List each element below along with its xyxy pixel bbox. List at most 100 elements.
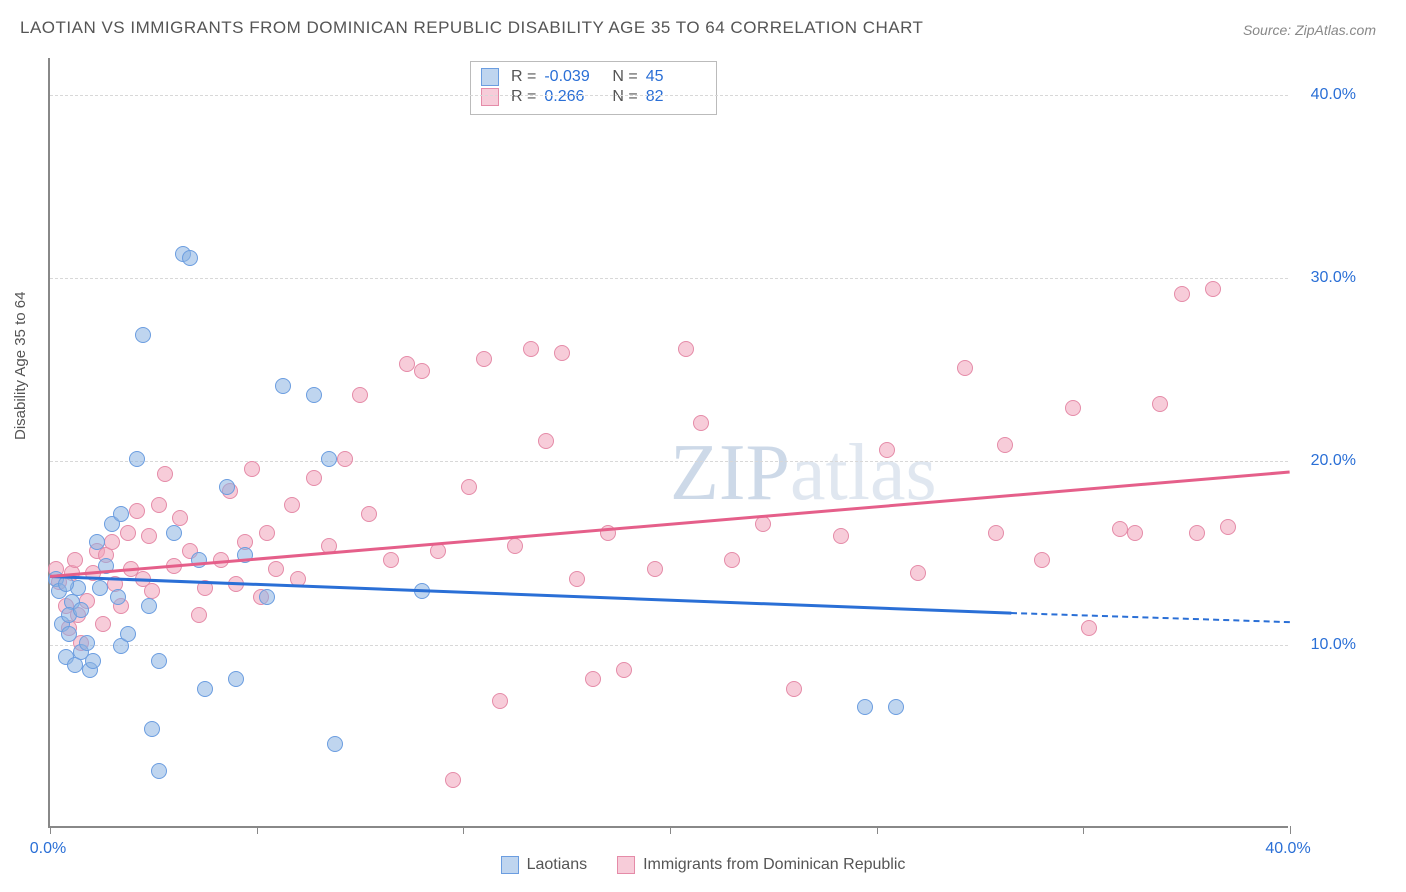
scatter-point-series1 [79,635,95,651]
scatter-point-series2 [997,437,1013,453]
legend-swatch-series2 [617,856,635,874]
swatch-series1 [481,68,499,86]
chart-plot-area: ZIPatlas R = -0.039 N = 45 R = 0.266 N =… [48,58,1288,828]
x-tick [50,826,51,834]
scatter-point-series1 [327,736,343,752]
n-label: N = [612,88,637,106]
scatter-point-series1 [191,552,207,568]
legend-swatch-series1 [501,856,519,874]
scatter-point-series2 [476,351,492,367]
scatter-point-series2 [399,356,415,372]
source-attribution: Source: ZipAtlas.com [1243,22,1376,38]
scatter-point-series2 [144,583,160,599]
scatter-point-series2 [879,442,895,458]
scatter-point-series2 [430,543,446,559]
y-tick-label: 20.0% [1311,452,1356,470]
scatter-point-series2 [120,525,136,541]
scatter-point-series2 [67,552,83,568]
trendline-series1-dashed [1011,612,1290,623]
scatter-point-series2 [507,538,523,554]
scatter-point-series2 [616,662,632,678]
stats-row-series2: R = 0.266 N = 82 [481,88,702,106]
scatter-point-series1 [141,598,157,614]
legend-label-series1: Laotians [527,856,588,874]
scatter-point-series2 [383,552,399,568]
scatter-point-series2 [523,341,539,357]
scatter-point-series2 [259,525,275,541]
x-tick [1083,826,1084,834]
scatter-point-series2 [647,561,663,577]
scatter-point-series1 [92,580,108,596]
scatter-point-series2 [337,451,353,467]
scatter-point-series1 [58,576,74,592]
x-tick-label: 0.0% [30,840,66,858]
scatter-point-series2 [585,671,601,687]
scatter-point-series2 [172,510,188,526]
scatter-point-series1 [857,699,873,715]
scatter-point-series2 [538,433,554,449]
stats-row-series1: R = -0.039 N = 45 [481,68,702,86]
scatter-point-series2 [833,528,849,544]
scatter-point-series2 [693,415,709,431]
scatter-point-series2 [352,387,368,403]
x-tick [1290,826,1291,834]
scatter-point-series1 [113,506,129,522]
scatter-point-series1 [166,525,182,541]
scatter-point-series2 [414,363,430,379]
x-tick [877,826,878,834]
scatter-point-series1 [85,653,101,669]
scatter-point-series1 [182,250,198,266]
scatter-point-series1 [888,699,904,715]
r-label: R = [511,68,536,86]
scatter-point-series2 [104,534,120,550]
scatter-point-series2 [678,341,694,357]
y-axis-label: Disability Age 35 to 64 [12,292,29,440]
scatter-point-series2 [1205,281,1221,297]
scatter-point-series2 [129,503,145,519]
scatter-point-series2 [361,506,377,522]
gridline [50,278,1288,279]
gridline [50,461,1288,462]
legend-item-series2: Immigrants from Dominican Republic [617,856,905,874]
scatter-point-series1 [151,763,167,779]
scatter-point-series2 [191,607,207,623]
scatter-point-series2 [151,497,167,513]
scatter-point-series2 [141,528,157,544]
r-value-series2: 0.266 [544,88,600,106]
scatter-point-series2 [157,466,173,482]
source-prefix: Source: [1243,22,1295,38]
scatter-point-series2 [1034,552,1050,568]
r-label: R = [511,88,536,106]
legend-item-series1: Laotians [501,856,588,874]
scatter-point-series2 [445,772,461,788]
n-value-series1: 45 [646,68,702,86]
scatter-point-series2 [244,461,260,477]
r-value-series1: -0.039 [544,68,600,86]
scatter-point-series2 [1189,525,1205,541]
scatter-point-series1 [129,451,145,467]
scatter-point-series1 [219,479,235,495]
x-tick [257,826,258,834]
scatter-point-series2 [1174,286,1190,302]
correlation-stats-box: R = -0.039 N = 45 R = 0.266 N = 82 [470,61,717,115]
scatter-point-series2 [95,616,111,632]
source-name: ZipAtlas.com [1295,22,1376,38]
y-tick-label: 40.0% [1311,86,1356,104]
scatter-point-series2 [268,561,284,577]
scatter-point-series2 [1152,396,1168,412]
scatter-point-series2 [1081,620,1097,636]
scatter-point-series2 [786,681,802,697]
scatter-point-series1 [151,653,167,669]
gridline [50,645,1288,646]
scatter-point-series2 [724,552,740,568]
scatter-point-series2 [957,360,973,376]
scatter-point-series2 [461,479,477,495]
scatter-point-series2 [284,497,300,513]
n-label: N = [612,68,637,86]
scatter-point-series2 [1112,521,1128,537]
scatter-point-series2 [1220,519,1236,535]
scatter-point-series2 [306,470,322,486]
scatter-point-series1 [144,721,160,737]
watermark-bold: ZIP [670,429,790,517]
scatter-point-series1 [306,387,322,403]
